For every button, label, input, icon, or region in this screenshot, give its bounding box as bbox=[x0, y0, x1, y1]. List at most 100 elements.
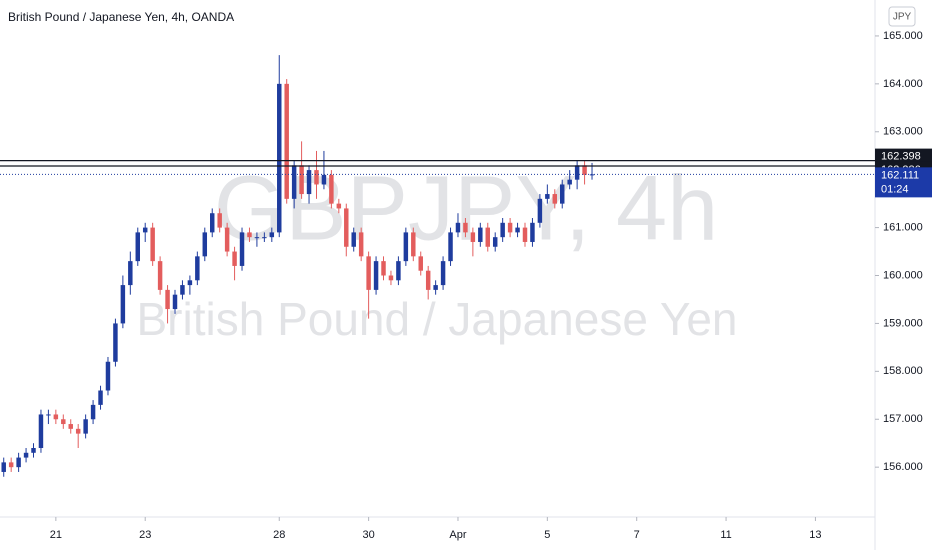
candle-body bbox=[492, 237, 498, 247]
candle-body bbox=[135, 232, 140, 262]
candle-body bbox=[448, 232, 453, 262]
watermark: GBPJPY, 4h bbox=[214, 157, 719, 259]
candle-body bbox=[351, 232, 356, 247]
candle-body bbox=[560, 184, 565, 204]
y-tick-label: 157.000 bbox=[883, 413, 923, 425]
currency-box[interactable] bbox=[888, 6, 916, 27]
candle-body bbox=[522, 227, 528, 242]
candle-body bbox=[202, 232, 208, 257]
candle-body bbox=[403, 232, 409, 262]
candle-body bbox=[269, 232, 275, 238]
candle-body bbox=[336, 203, 342, 209]
candle-body bbox=[552, 194, 558, 204]
candle-body bbox=[16, 457, 21, 468]
y-tick-label: 156.000 bbox=[883, 461, 923, 473]
candle-body bbox=[217, 213, 222, 228]
candle-body bbox=[254, 237, 260, 239]
current-price-label: 162.111 bbox=[881, 169, 919, 181]
candle-body bbox=[98, 390, 103, 405]
candle-body bbox=[113, 323, 118, 362]
candle-body bbox=[574, 165, 580, 180]
y-tick-label: 164.000 bbox=[883, 78, 923, 90]
candle-body bbox=[239, 232, 245, 266]
x-tick-label: 30 bbox=[362, 529, 374, 541]
candle-body bbox=[180, 285, 185, 295]
candle-body bbox=[299, 165, 304, 195]
x-tick-label: 28 bbox=[273, 529, 285, 541]
candle-body bbox=[284, 83, 289, 199]
price-line-label-box bbox=[875, 148, 932, 165]
y-tick-label: 158.000 bbox=[883, 365, 923, 377]
x-tick-label: 21 bbox=[50, 529, 62, 541]
candle-body bbox=[418, 256, 423, 271]
candle-body bbox=[31, 448, 36, 453]
candle-body bbox=[195, 256, 200, 281]
candle-body bbox=[433, 285, 438, 290]
candle-body bbox=[381, 261, 386, 276]
candle-body bbox=[388, 275, 394, 281]
candle-body bbox=[165, 289, 170, 310]
candle-body bbox=[366, 256, 371, 290]
candle-body bbox=[128, 261, 133, 286]
candle-body bbox=[537, 198, 543, 223]
candle-body bbox=[455, 222, 461, 233]
chart-title: British Pound / Japanese Yen, 4h, OANDA bbox=[8, 10, 234, 24]
candle-body bbox=[1, 462, 6, 472]
candle-body bbox=[321, 174, 327, 185]
candle-body bbox=[210, 213, 215, 233]
y-tick-label: 163.000 bbox=[883, 126, 923, 138]
y-tick-label: 160.000 bbox=[883, 269, 923, 281]
candle-body bbox=[61, 419, 66, 425]
candle-body bbox=[411, 232, 416, 257]
y-tick-label: 159.000 bbox=[883, 317, 923, 329]
candle-body bbox=[463, 222, 468, 233]
candle-body bbox=[277, 83, 282, 233]
candle-body bbox=[291, 165, 297, 199]
candle-body bbox=[150, 227, 155, 262]
candle-body bbox=[53, 414, 59, 420]
candle-body bbox=[373, 261, 379, 290]
candle-body bbox=[530, 222, 535, 242]
candle-body bbox=[500, 222, 505, 238]
countdown: 01:24 bbox=[881, 183, 909, 195]
candle-body bbox=[172, 294, 178, 310]
candle-body bbox=[142, 227, 148, 233]
candle-body bbox=[105, 361, 111, 391]
currency: JPY bbox=[893, 12, 912, 23]
candle-body bbox=[224, 227, 230, 252]
candle-body bbox=[306, 170, 312, 195]
candle-body bbox=[120, 285, 126, 324]
candle-body bbox=[344, 208, 349, 247]
candle-body bbox=[232, 251, 237, 266]
candle-body bbox=[545, 194, 550, 199]
candle-body bbox=[440, 261, 446, 286]
candle-body bbox=[589, 174, 595, 176]
x-tick-label: 5 bbox=[544, 529, 550, 541]
y-tick-label: 161.000 bbox=[883, 222, 923, 234]
x-tick-label: 23 bbox=[139, 529, 151, 541]
candle-body bbox=[38, 414, 44, 449]
candle-body bbox=[90, 404, 96, 420]
x-tick-label: 13 bbox=[809, 529, 821, 541]
candle-body bbox=[83, 419, 88, 434]
candle-body bbox=[329, 174, 334, 204]
candle-body bbox=[507, 222, 513, 233]
candle-body bbox=[425, 270, 431, 290]
watermark-subtitle: British Pound / Japanese Yen bbox=[136, 293, 737, 345]
x-tick-label: 11 bbox=[720, 529, 731, 541]
candle-body bbox=[75, 428, 81, 434]
current-price-box bbox=[875, 167, 932, 198]
candle-body bbox=[358, 232, 364, 257]
x-tick-label: Apr bbox=[449, 529, 466, 541]
candle-body bbox=[187, 280, 193, 286]
candle-body bbox=[396, 261, 401, 281]
candle-body bbox=[485, 227, 490, 247]
candle-body bbox=[478, 227, 483, 242]
candle-body bbox=[262, 237, 267, 239]
candle-body bbox=[8, 462, 14, 468]
y-tick-label: 165.000 bbox=[883, 30, 923, 42]
candle-body bbox=[515, 227, 520, 233]
candle-body bbox=[567, 179, 572, 185]
candle-body bbox=[157, 261, 163, 290]
price-line-label: 162.398 bbox=[881, 151, 921, 163]
